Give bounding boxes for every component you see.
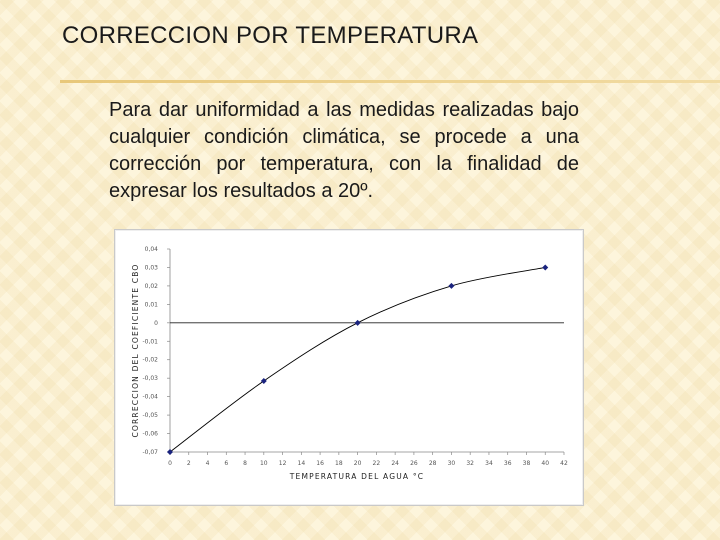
x-tick-label: 40 bbox=[541, 460, 549, 467]
x-tick-label: 24 bbox=[391, 460, 399, 467]
y-tick-label: -0,01 bbox=[142, 338, 158, 345]
x-tick-label: 16 bbox=[316, 460, 324, 467]
y-axis-title: CORRECCION DEL COEFICIENTE CBO bbox=[131, 263, 140, 437]
x-tick-label: 2 bbox=[187, 460, 191, 467]
data-point-marker bbox=[167, 449, 173, 455]
y-tick-label: -0,07 bbox=[142, 449, 158, 456]
x-tick-label: 22 bbox=[373, 460, 381, 467]
y-tick-label: -0,02 bbox=[142, 357, 158, 364]
x-tick-label: 30 bbox=[448, 460, 456, 467]
x-tick-label: 0 bbox=[168, 460, 172, 467]
x-tick-label: 34 bbox=[485, 460, 493, 467]
x-tick-label: 6 bbox=[224, 460, 228, 467]
x-tick-label: 14 bbox=[298, 460, 306, 467]
x-tick-label: 20 bbox=[354, 460, 362, 467]
x-tick-label: 18 bbox=[335, 460, 343, 467]
x-tick-label: 28 bbox=[429, 460, 437, 467]
slide-body-text: Para dar uniformidad a las medidas reali… bbox=[109, 99, 579, 202]
y-tick-label: 0,01 bbox=[145, 301, 159, 308]
y-tick-label: 0 bbox=[154, 320, 158, 327]
data-point-marker bbox=[542, 264, 549, 271]
slide-title: CORRECCION POR TEMPERATURA bbox=[62, 22, 479, 49]
x-tick-label: 32 bbox=[466, 460, 474, 467]
x-tick-label: 42 bbox=[560, 460, 568, 467]
data-point-marker bbox=[448, 282, 455, 289]
x-tick-label: 8 bbox=[243, 460, 247, 467]
y-tick-label: -0,05 bbox=[142, 412, 158, 419]
x-tick-label: 38 bbox=[523, 460, 531, 467]
data-point-marker bbox=[354, 319, 361, 326]
temperature-correction-chart: 0,04 0,03 0,02 0,01 0 -0,01 -0,02 -0,03 -0,04 -0,… bbox=[131, 246, 568, 481]
x-tick-label: 26 bbox=[410, 460, 418, 467]
y-tick-label: 0,02 bbox=[145, 283, 159, 290]
y-tick-label: -0,04 bbox=[142, 394, 158, 401]
x-tick-label: 36 bbox=[504, 460, 512, 467]
y-tick-label: -0,06 bbox=[142, 431, 158, 438]
data-point-marker bbox=[260, 377, 267, 384]
series-line bbox=[169, 267, 546, 453]
y-tick-label: 0,03 bbox=[145, 264, 159, 271]
y-tick-label: 0,04 bbox=[145, 246, 159, 253]
title-divider bbox=[60, 80, 720, 83]
x-tick-label: 12 bbox=[279, 460, 287, 467]
x-axis-title: TEMPERATURA DEL AGUA °C bbox=[289, 472, 424, 481]
y-tick-label: -0,03 bbox=[142, 375, 158, 382]
x-tick-label: 10 bbox=[260, 460, 268, 467]
chart-frame: 0,04 0,03 0,02 0,01 0 -0,01 -0,02 -0,03 -0,04 -0,… bbox=[114, 229, 584, 506]
x-tick-label: 4 bbox=[206, 460, 210, 467]
